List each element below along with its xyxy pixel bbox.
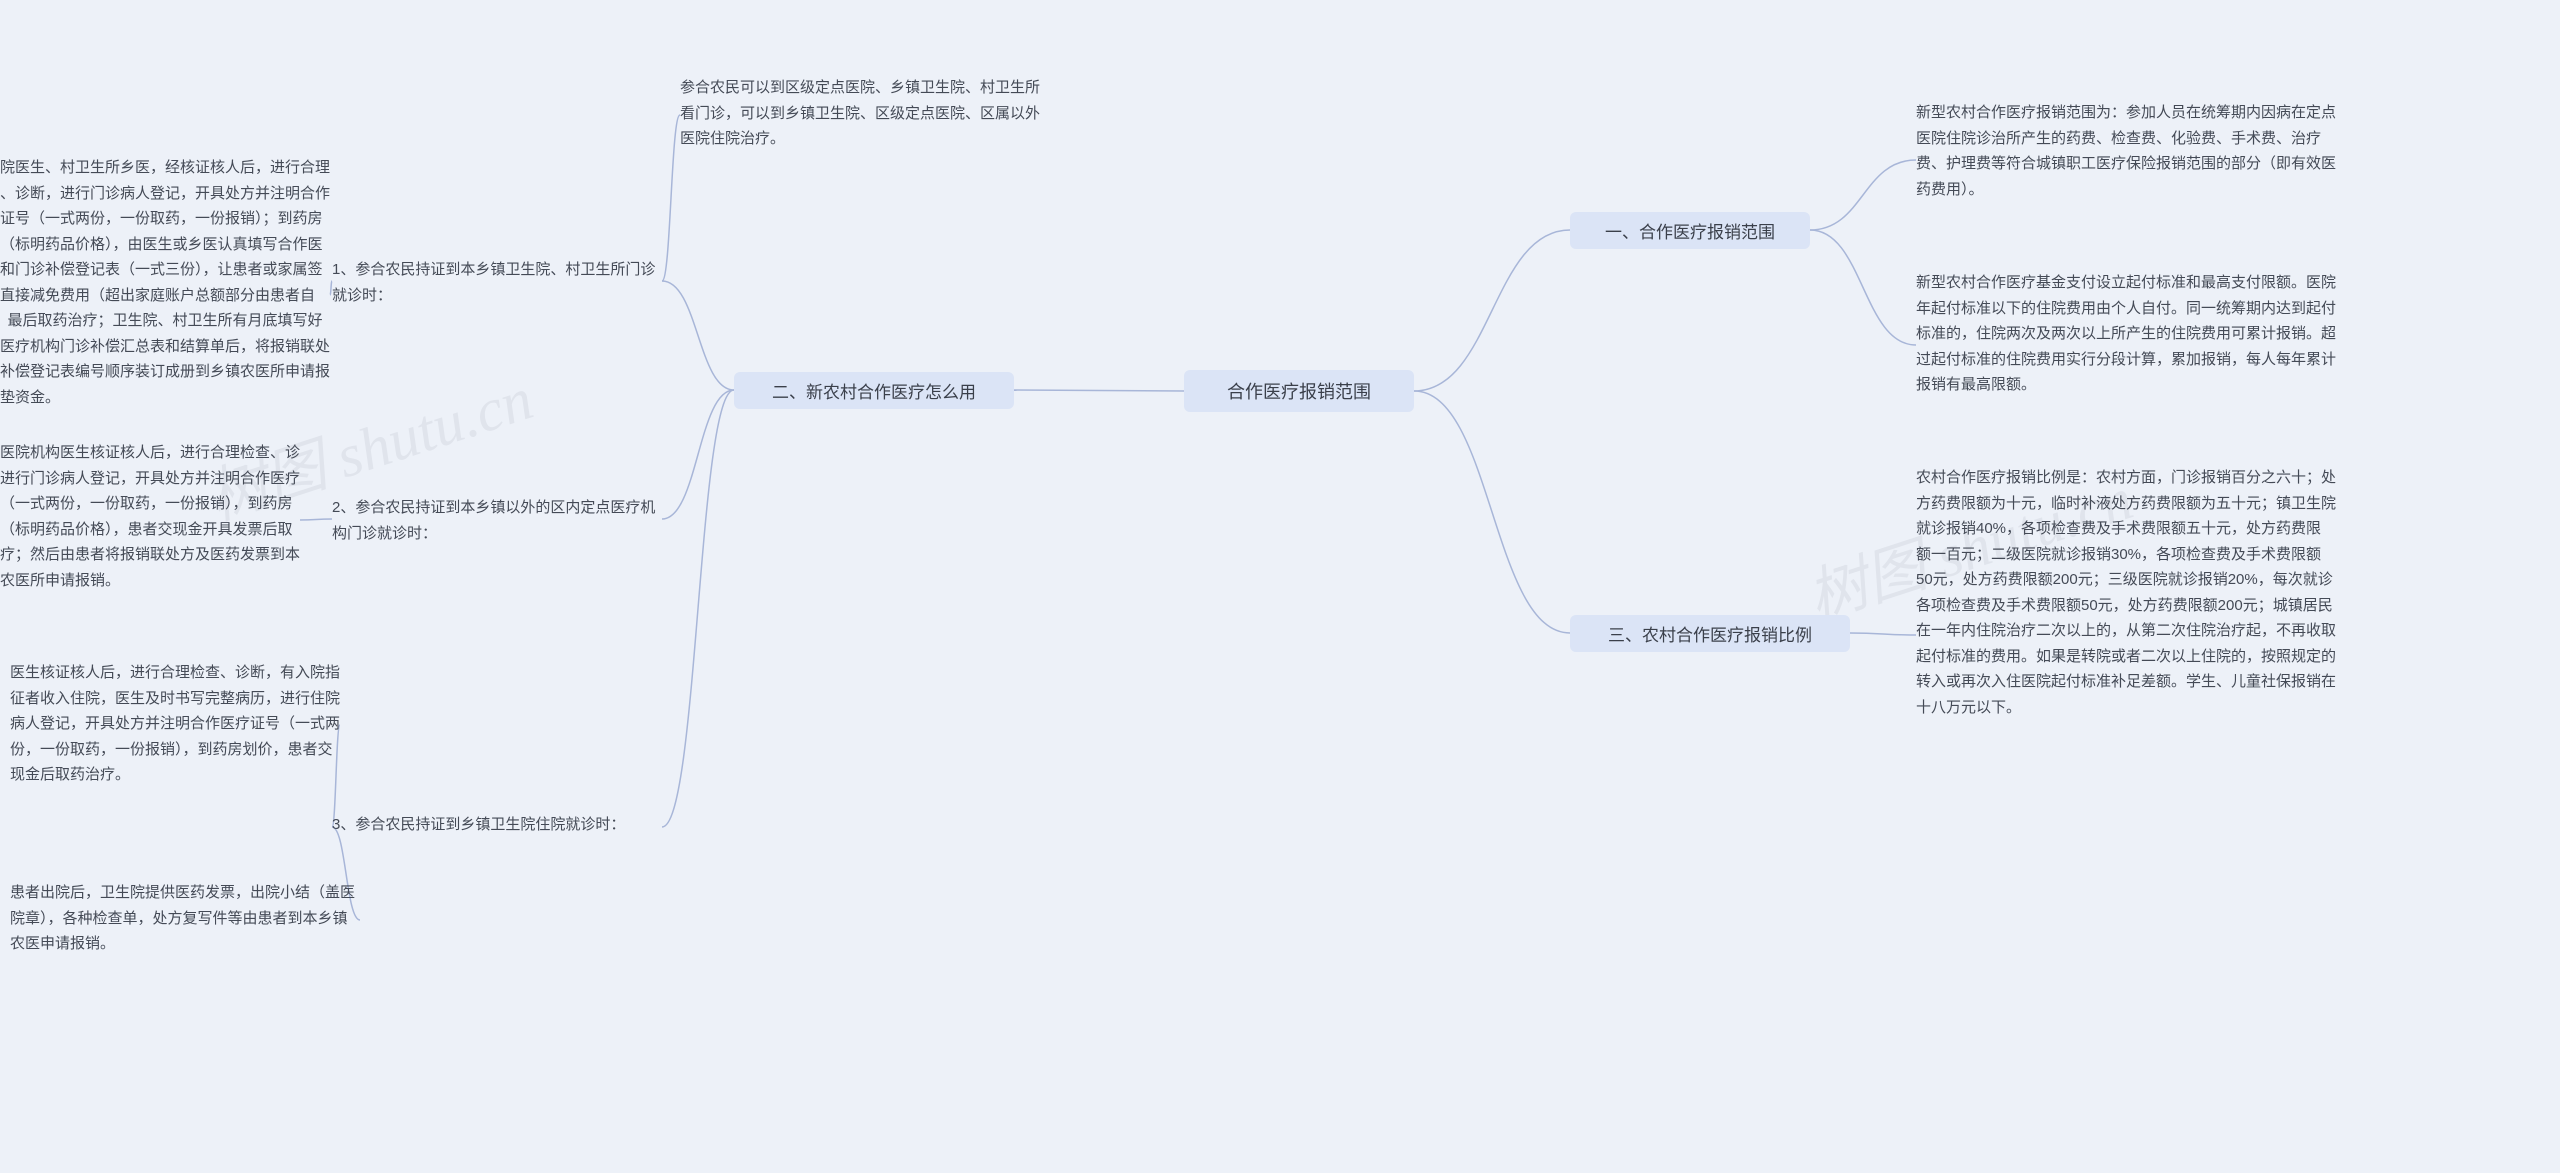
leaf-text: 新型农村合作医疗报销范围为：参加人员在统筹期内因病在定点医院住院诊治所产生的药费…	[1916, 100, 2336, 202]
leaf-text: 卫生院医生、村卫生所乡医，经核证核人后，进行合理检查、诊断，进行门诊病人登记，开…	[0, 155, 330, 410]
leaf-text: 定点医院机构医生核证核人后，进行合理检查、诊断，进行门诊病人登记，开具处方并注明…	[0, 440, 300, 593]
leaf-text: 新型农村合作医疗基金支付设立起付标准和最高支付限额。医院年起付标准以下的住院费用…	[1916, 270, 2336, 398]
leaf-text: 患者出院后，卫生院提供医药发票，出院小结（盖医院章），各种检查单，处方复写件等由…	[10, 880, 360, 957]
left-child-2: 3、参合农民持证到乡镇卫生院住院就诊时：	[332, 812, 662, 838]
root-node[interactable]: 合作医疗报销范围	[1184, 370, 1414, 412]
branch-node-right-1[interactable]: 三、农村合作医疗报销比例	[1570, 615, 1850, 652]
leaf-text: 医生核证核人后，进行合理检查、诊断，有入院指征者收入住院，医生及时书写完整病历，…	[10, 660, 340, 788]
left-child-1: 2、参合农民持证到本乡镇以外的区内定点医疗机构门诊就诊时：	[332, 495, 662, 546]
branch-node-left[interactable]: 二、新农村合作医疗怎么用	[734, 372, 1014, 409]
branch-node-right-0[interactable]: 一、合作医疗报销范围	[1570, 212, 1810, 249]
leaf-text: 农村合作医疗报销比例是：农村方面，门诊报销百分之六十；处方药费限额为十元，临时补…	[1916, 465, 2336, 720]
leaf-text: 参合农民可以到区级定点医院、乡镇卫生院、村卫生所看门诊，可以到乡镇卫生院、区级定…	[680, 75, 1040, 152]
left-child-0: 1、参合农民持证到本乡镇卫生院、村卫生所门诊就诊时：	[332, 257, 662, 308]
